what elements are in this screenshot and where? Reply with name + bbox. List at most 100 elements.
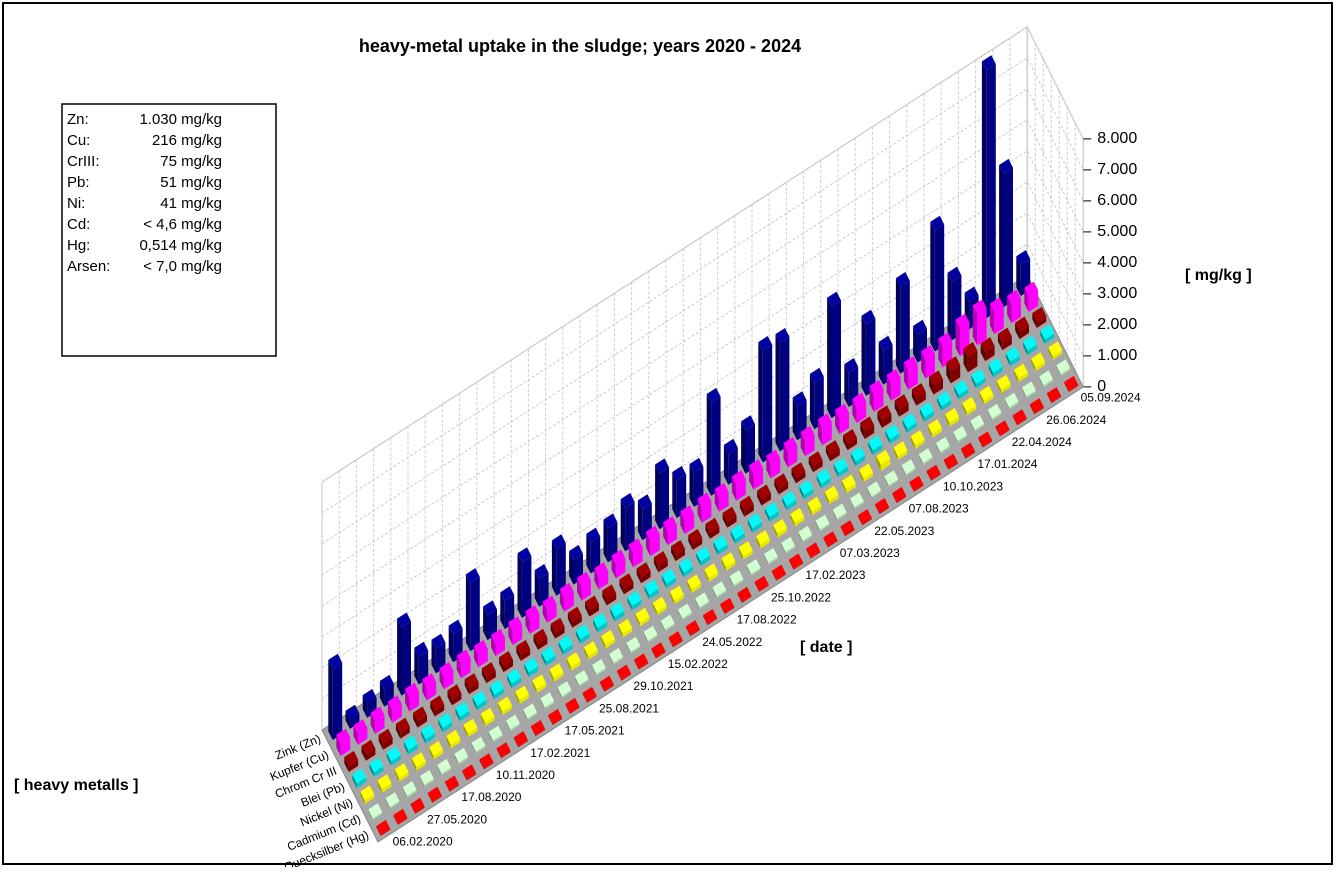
- bar: [807, 496, 822, 516]
- bar: [593, 613, 607, 633]
- bar-front-face: [838, 466, 848, 478]
- bar: [713, 535, 728, 555]
- bar-top-face: [911, 383, 926, 398]
- bar: [454, 747, 469, 765]
- bar-front-face: [986, 64, 996, 319]
- bar-left-face: [988, 363, 994, 378]
- bar-top-face: [413, 706, 427, 722]
- bar-top-face: [878, 335, 893, 351]
- bar: [771, 564, 786, 581]
- bar: [473, 639, 488, 668]
- bar-left-face: [679, 563, 684, 578]
- bar: [995, 420, 1010, 437]
- bar-front-face: [709, 526, 720, 539]
- bar: [1040, 324, 1055, 344]
- bar: [481, 662, 496, 684]
- bar: [609, 647, 623, 665]
- bar-left-face: [763, 554, 769, 565]
- bar: [746, 559, 761, 576]
- bar-front-face: [839, 412, 849, 435]
- bar: [954, 380, 969, 400]
- bar-front-face: [982, 440, 993, 448]
- bar: [345, 704, 360, 729]
- bar: [385, 792, 400, 809]
- bar: [445, 775, 459, 792]
- bar-left-face: [386, 752, 392, 766]
- bar-front-face: [380, 828, 391, 836]
- bar-front-face: [561, 690, 572, 698]
- bar-top-face: [773, 519, 787, 534]
- bar-left-face: [875, 504, 880, 515]
- bar-front-face: [915, 439, 925, 449]
- bar-front-face: [1010, 355, 1020, 367]
- bar-left-face: [972, 305, 978, 346]
- bar-left-face: [456, 655, 462, 679]
- bar-front-face: [785, 545, 795, 554]
- bar-front-face: [539, 572, 549, 607]
- bar-top-face: [602, 584, 617, 600]
- bar-left-face: [774, 479, 779, 495]
- bar-top-face: [902, 413, 917, 429]
- bar-left-face: [652, 602, 658, 616]
- bar-front-face: [854, 501, 864, 510]
- bar-left-face: [918, 454, 924, 465]
- x-tick-label: 17.02.2021: [530, 746, 590, 760]
- bar-top-face: [505, 714, 520, 730]
- bar-top-face: [344, 750, 359, 766]
- bar-left-face: [945, 414, 950, 427]
- bar-top-face: [336, 728, 351, 744]
- bar: [661, 568, 676, 589]
- bar-left-face: [599, 681, 605, 692]
- bar: [1024, 281, 1039, 312]
- bar: [591, 659, 606, 676]
- bar-top-face: [496, 742, 511, 758]
- bar-left-face: [352, 774, 357, 788]
- bar: [895, 272, 910, 374]
- bar-left-face: [1064, 382, 1069, 392]
- bar-top-face: [799, 479, 814, 495]
- bar-left-face: [517, 553, 522, 618]
- bar-left-face: [548, 715, 553, 725]
- bar-left-face: [586, 533, 591, 574]
- bar-front-face: [845, 529, 855, 537]
- bar-left-face: [672, 472, 677, 518]
- bar-top-face: [886, 368, 901, 384]
- bar-front-face: [469, 682, 479, 695]
- bar-left-face: [827, 297, 832, 419]
- bar-top-face: [593, 613, 607, 628]
- bar: [841, 474, 856, 494]
- bar: [972, 299, 987, 346]
- bar-left-face: [961, 448, 966, 459]
- bar-front-face: [974, 423, 985, 432]
- bar-left-face: [496, 748, 502, 759]
- bar-front-face: [690, 628, 700, 637]
- bar: [731, 470, 746, 501]
- bar-top-face: [860, 416, 875, 432]
- bar-front-face: [924, 411, 934, 422]
- bar-top-face: [594, 562, 609, 578]
- bar-top-face: [930, 215, 945, 231]
- bar-top-face: [635, 607, 650, 623]
- bar-top-face: [789, 553, 803, 569]
- bar-left-face: [722, 512, 728, 528]
- bar-left-face: [706, 394, 712, 496]
- bar-front-face: [846, 483, 856, 494]
- bar-top-face: [971, 368, 986, 384]
- bar: [601, 630, 615, 649]
- bar-top-face: [558, 635, 573, 651]
- bar-front-face: [401, 621, 411, 696]
- bar: [397, 612, 411, 696]
- bar-front-face: [529, 613, 540, 634]
- bar-left-face: [609, 654, 614, 665]
- bar-top-face: [825, 440, 840, 455]
- bar-left-face: [791, 468, 796, 484]
- bar-top-face: [954, 380, 969, 395]
- bar-top-face: [550, 617, 565, 633]
- bar-top-face: [619, 573, 634, 589]
- bar-front-face: [349, 713, 360, 729]
- bar-left-face: [783, 443, 788, 468]
- bar-left-face: [378, 734, 384, 750]
- bar-top-face: [963, 342, 978, 357]
- bar-top-face: [669, 585, 684, 601]
- bar: [516, 639, 531, 661]
